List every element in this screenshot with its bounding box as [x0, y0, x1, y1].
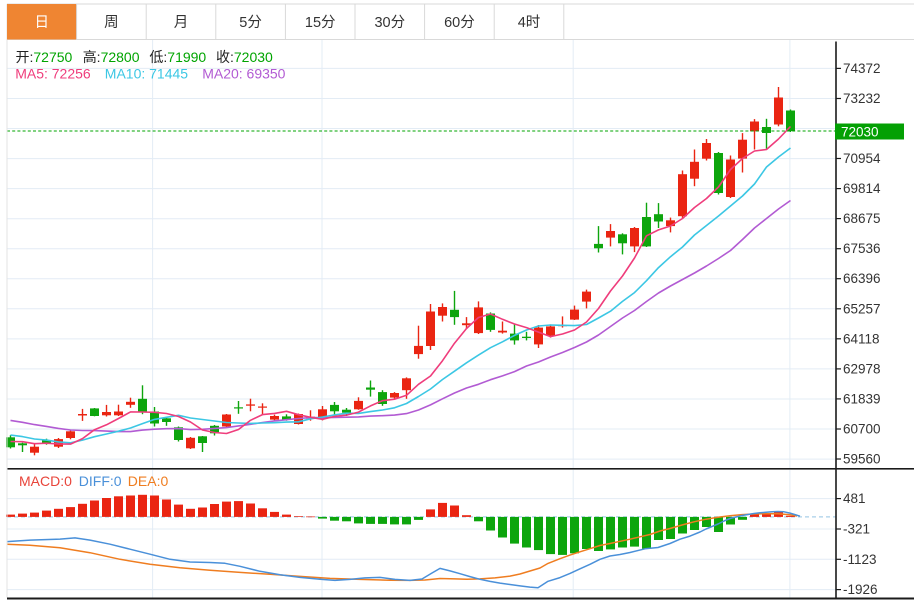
- svg-text:DIFF:0: DIFF:0: [79, 473, 122, 489]
- svg-text:68675: 68675: [843, 211, 881, 226]
- svg-text:74372: 74372: [843, 61, 881, 76]
- svg-text:MACD:0: MACD:0: [19, 473, 72, 489]
- svg-text:-321: -321: [843, 522, 870, 537]
- svg-text:-1926: -1926: [843, 582, 878, 597]
- svg-text:67536: 67536: [843, 241, 881, 256]
- svg-text:60700: 60700: [843, 422, 881, 437]
- svg-text:66396: 66396: [843, 271, 881, 286]
- svg-text:30分: 30分: [374, 14, 405, 31]
- svg-text:收:72030: 收:72030: [216, 49, 273, 65]
- svg-text:月: 月: [174, 15, 189, 31]
- svg-text:64118: 64118: [843, 331, 880, 346]
- svg-text:DEA:0: DEA:0: [128, 473, 169, 489]
- svg-text:日: 日: [35, 15, 50, 31]
- svg-text:69814: 69814: [843, 181, 881, 196]
- svg-text:-1123: -1123: [843, 552, 877, 567]
- svg-text:4时: 4时: [518, 14, 541, 31]
- svg-text:MA5: 72256: MA5: 72256: [15, 66, 91, 82]
- svg-text:481: 481: [843, 491, 866, 506]
- svg-text:5分: 5分: [239, 14, 262, 31]
- svg-text:15分: 15分: [305, 14, 336, 31]
- svg-text:高:72800: 高:72800: [83, 49, 140, 65]
- svg-text:72030: 72030: [841, 124, 879, 139]
- svg-text:61839: 61839: [843, 391, 881, 406]
- svg-text:低:71990: 低:71990: [149, 49, 206, 65]
- svg-text:开:72750: 开:72750: [16, 49, 73, 65]
- svg-text:59560: 59560: [843, 452, 881, 467]
- svg-text:MA20: 69350: MA20: 69350: [202, 66, 285, 82]
- svg-text:62978: 62978: [843, 361, 881, 376]
- svg-text:73232: 73232: [843, 91, 881, 106]
- svg-text:70954: 70954: [843, 151, 881, 166]
- svg-text:MA10: 71445: MA10: 71445: [105, 66, 188, 82]
- svg-text:65257: 65257: [843, 301, 881, 316]
- svg-text:周: 周: [104, 15, 119, 31]
- svg-text:60分: 60分: [444, 14, 475, 31]
